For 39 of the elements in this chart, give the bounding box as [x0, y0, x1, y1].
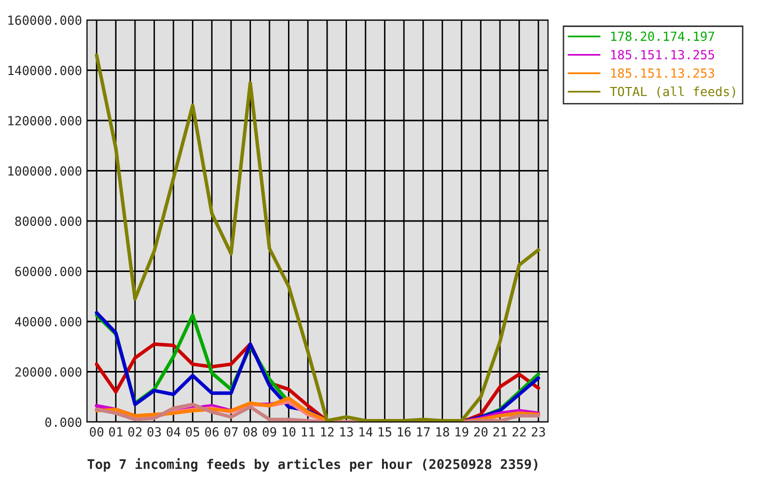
y-tick-label: 140000.000 — [8, 66, 82, 76]
legend-label: 178.20.174.197 — [611, 32, 714, 41]
x-tick-label: 06 — [205, 427, 219, 437]
x-tick-label: 12 — [321, 427, 334, 436]
x-tick-label: 05 — [186, 427, 200, 437]
y-tick-label: 100000.000 — [8, 166, 82, 176]
y-tick-label: 160000.000 — [8, 16, 82, 25]
legend-label: 185.151.13.255 — [611, 50, 714, 60]
text: Top 7 incoming feeds by articles per hour (20250928 2359) — [88, 458, 538, 472]
x-tick-label: 23 — [532, 427, 545, 437]
x-tick-label: 02 — [128, 427, 142, 437]
x-tick-label: 19 — [456, 427, 468, 437]
x-tick-label: 11 — [302, 427, 315, 436]
x-tick-label: 15 — [378, 427, 392, 437]
line-series — [94, 53, 540, 422]
y-tick-label: 80000.000 — [15, 216, 82, 226]
x-tick-label: 04 — [166, 427, 180, 437]
y-tick-label: 20000.000 — [15, 367, 82, 377]
x-tick-label: 07 — [224, 427, 238, 437]
y-tick-label: 40000.000 — [15, 317, 82, 326]
legend-label: TOTAL (all feeds) — [610, 86, 736, 98]
x-tick-label: 09 — [262, 427, 276, 437]
x-tick-label: 16 — [398, 427, 411, 437]
x-tick-label: 22 — [512, 427, 526, 436]
x-tick-label: 14 — [359, 427, 372, 436]
legend-label: 185.151.13.253 — [611, 68, 714, 78]
y-tick-label: 60000.000 — [15, 266, 82, 276]
y-tick-label: 120000.000 — [8, 116, 82, 126]
x-tick-label: 20 — [474, 427, 488, 437]
x-tick-label: 10 — [282, 427, 296, 437]
x-tick-label: 21 — [493, 427, 507, 436]
x-tick-label: 00 — [90, 427, 104, 437]
y-tick-label: 0.000 — [45, 418, 82, 427]
x-tick-label: 18 — [436, 427, 450, 437]
x-tick-label: 01 — [109, 427, 122, 437]
x-tick-label: 17 — [417, 427, 430, 436]
x-tick-label: 08 — [244, 427, 257, 437]
x-tick-label: 03 — [148, 427, 161, 437]
x-tick-label: 13 — [340, 427, 353, 437]
